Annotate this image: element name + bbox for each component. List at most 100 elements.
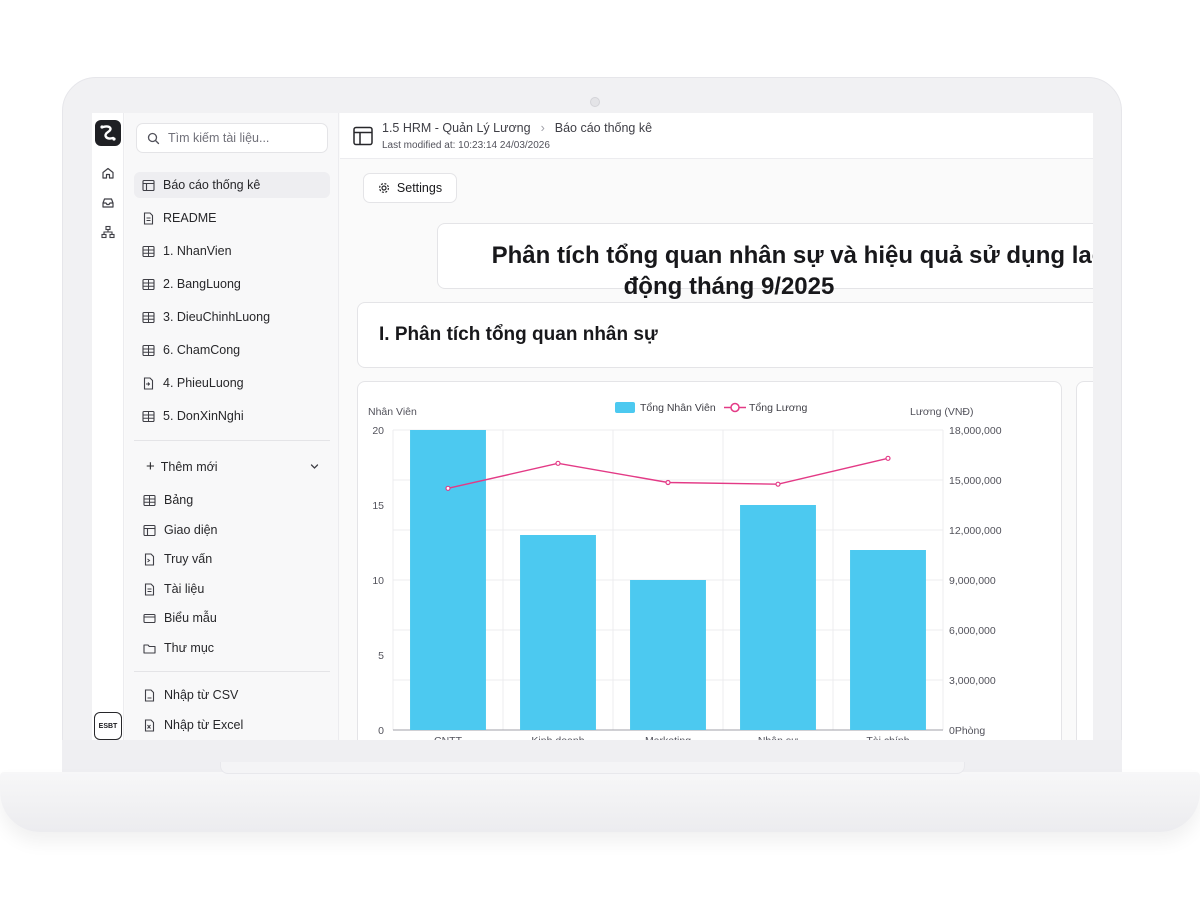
gear-icon xyxy=(378,182,389,194)
y-tick-left: 5 xyxy=(378,650,384,662)
x-tick-label: CNTT xyxy=(434,735,463,740)
breadcrumb-current: Báo cáo thống kê xyxy=(554,121,653,135)
table-icon xyxy=(142,278,155,290)
chevron-right-icon: › xyxy=(540,121,545,135)
import-label: Nhập từ Excel xyxy=(164,718,244,732)
breadcrumb: 1.5 HRM - Quản Lý Lương › Báo cáo thống … xyxy=(382,121,652,135)
add-form-item[interactable]: Biểu mẫu xyxy=(143,606,329,630)
layout-icon xyxy=(143,524,156,536)
screen: ESBT Báo cáo thống kê README 1. NhanVien… xyxy=(92,113,1093,740)
sidebar-item-bangluong[interactable]: 2. BangLuong xyxy=(134,271,330,297)
sidebar-item-chamcong[interactable]: 6. ChamCong xyxy=(134,337,330,363)
y-tick-right: 0Phòng xyxy=(949,725,985,737)
sidebar-item-label: 2. BangLuong xyxy=(163,277,241,291)
x-tick-label: Marketing xyxy=(645,735,691,740)
bar xyxy=(850,550,926,730)
add-new-toggle[interactable]: + Thêm mới xyxy=(134,455,330,479)
add-layout-item[interactable]: Giao diện xyxy=(143,518,329,542)
logo-icon xyxy=(100,125,116,141)
last-modified: Last modified at: 10:23:14 24/03/2026 xyxy=(382,140,550,151)
import-csv-item[interactable]: Nhập từ CSV xyxy=(143,683,329,707)
chart-card-secondary xyxy=(1076,381,1093,740)
sidebar-item-label: 6. ChamCong xyxy=(163,343,241,357)
sidebar-item-phieuluong[interactable]: 4. PhieuLuong xyxy=(134,370,330,396)
layout-icon xyxy=(353,126,373,146)
table-icon xyxy=(142,344,155,356)
main-content: 1.5 HRM - Quản Lý Lương › Báo cáo thống … xyxy=(340,113,1093,740)
sitemap-icon[interactable] xyxy=(100,224,116,240)
add-item-label: Tài liệu xyxy=(164,582,205,596)
app-logo[interactable] xyxy=(95,120,121,146)
search-box[interactable] xyxy=(136,123,328,153)
sidebar-item-label: 5. DonXinNghi xyxy=(163,409,244,423)
add-item-label: Biểu mẫu xyxy=(164,611,217,625)
sidebar-divider xyxy=(134,440,330,441)
bar xyxy=(740,505,816,730)
y-axis-label-left: Nhân Viên xyxy=(368,406,417,418)
sidebar-item-label: 4. PhieuLuong xyxy=(163,376,244,390)
table-icon xyxy=(142,410,155,422)
sidebar-item-dieuchinhluong[interactable]: 3. DieuChinhLuong xyxy=(134,304,330,330)
add-table-item[interactable]: Bảng xyxy=(143,488,329,512)
excel-icon xyxy=(144,718,155,732)
line-point xyxy=(775,481,781,487)
line-point xyxy=(665,479,671,486)
y-tick-left: 0 xyxy=(378,725,384,737)
sidebar-item-bao-cao[interactable]: Báo cáo thống kê xyxy=(134,172,330,198)
report-title: Phân tích tổng quan nhân sự và hiệu quả … xyxy=(491,242,1093,269)
inbox-icon[interactable] xyxy=(100,195,116,211)
add-query-item[interactable]: Truy vấn xyxy=(143,547,329,571)
sidebar: Báo cáo thống kê README 1. NhanVien 2. B… xyxy=(125,113,339,740)
sidebar-item-readme[interactable]: README xyxy=(134,205,330,231)
add-new-label: Thêm mới xyxy=(160,460,218,474)
add-item-label: Truy vấn xyxy=(164,552,213,566)
y-tick-right: 9,000,000 xyxy=(949,575,996,587)
y-tick-right: 18,000,000 xyxy=(949,425,1002,437)
laptop-base xyxy=(0,772,1200,832)
query-icon xyxy=(144,552,155,566)
plus-icon: + xyxy=(146,458,155,475)
header: 1.5 HRM - Quản Lý Lương › Báo cáo thống … xyxy=(340,113,1093,159)
document-icon xyxy=(144,582,155,596)
bar xyxy=(410,430,486,730)
document-icon xyxy=(143,211,154,225)
sidebar-item-label: 1. NhanVien xyxy=(163,244,232,258)
legend-swatch-bar xyxy=(615,402,635,413)
sidebar-item-label: Báo cáo thống kê xyxy=(163,178,261,192)
form-icon xyxy=(143,376,154,390)
legend-swatch-point xyxy=(730,402,740,413)
y-tick-left: 20 xyxy=(372,425,384,437)
sidebar-item-label: README xyxy=(163,211,217,225)
settings-button[interactable]: Settings xyxy=(363,173,457,203)
x-tick-label: Nhân sự xyxy=(758,735,798,740)
add-item-label: Thư mục xyxy=(164,641,215,655)
add-document-item[interactable]: Tài liệu xyxy=(143,577,329,601)
add-item-label: Bảng xyxy=(164,493,194,507)
x-tick-label: Tài chính xyxy=(866,735,909,740)
report-title-line2: động tháng 9/2025 xyxy=(623,273,835,300)
breadcrumb-root[interactable]: 1.5 HRM - Quản Lý Lương xyxy=(382,121,531,135)
sidebar-item-nhanvien[interactable]: 1. NhanVien xyxy=(134,238,330,264)
chevron-down-icon xyxy=(310,464,319,469)
sidebar-item-donxinnghi[interactable]: 5. DonXinNghi xyxy=(134,403,330,429)
y-tick-right: 12,000,000 xyxy=(949,525,1002,537)
import-excel-item[interactable]: Nhập từ Excel xyxy=(143,713,329,737)
legend-label: Tổng Nhân Viên xyxy=(640,402,716,414)
add-folder-item[interactable]: Thư mục xyxy=(143,636,329,660)
form-icon xyxy=(143,613,156,623)
sidebar-item-label: 3. DieuChinhLuong xyxy=(163,310,271,324)
y-tick-left: 10 xyxy=(372,575,384,587)
y-tick-right: 15,000,000 xyxy=(949,475,1002,487)
search-input[interactable] xyxy=(168,131,318,145)
settings-label: Settings xyxy=(396,181,443,195)
search-icon xyxy=(147,132,160,144)
esbt-logo: ESBT xyxy=(94,712,122,740)
add-item-label: Giao diện xyxy=(164,523,218,537)
layout-icon xyxy=(142,179,155,191)
home-icon[interactable] xyxy=(100,165,116,181)
bar xyxy=(630,580,706,730)
table-icon xyxy=(143,494,156,506)
sidebar-divider xyxy=(134,671,330,672)
csv-icon xyxy=(144,688,155,702)
y-tick-right: 3,000,000 xyxy=(949,675,996,687)
